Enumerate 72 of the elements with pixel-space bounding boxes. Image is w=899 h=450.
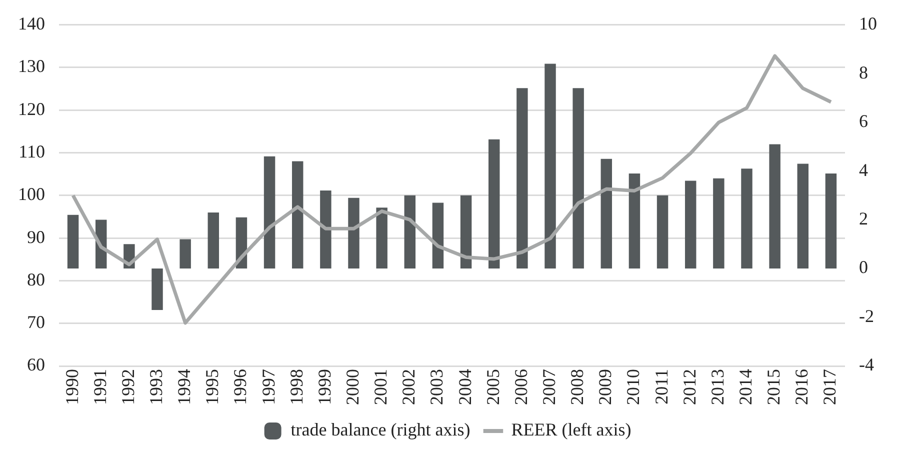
bar	[348, 198, 360, 269]
x-tick-label: 2009	[595, 369, 616, 405]
legend-label: REER (left axis)	[511, 420, 632, 440]
bar	[264, 156, 276, 269]
y2-tick-label: 6	[859, 111, 868, 132]
x-tick-label: 2017	[820, 369, 840, 405]
x-tick-label: 1993	[146, 369, 166, 405]
x-tick-label: 1995	[202, 369, 222, 405]
x-tick-label: 1997	[258, 369, 278, 405]
y-tick-label: 80	[27, 269, 45, 290]
x-tick-label: 2012	[679, 369, 700, 405]
y-tick-label: 110	[18, 141, 45, 162]
x-tick-label: 2006	[510, 369, 531, 405]
y-tick-label: 140	[18, 14, 45, 34]
y2-tick-label: -2	[859, 306, 874, 326]
bar	[320, 190, 332, 269]
y-tick-label: 120	[18, 98, 45, 119]
y-tick-label: 130	[18, 56, 45, 76]
y2-tick-label: -4	[859, 354, 874, 375]
x-tick-label: 2004	[454, 369, 475, 405]
y-tick-label: 60	[27, 354, 45, 375]
bar	[488, 139, 500, 269]
x-tick-label: 1998	[286, 369, 306, 405]
y2-tick-label: 4	[859, 160, 868, 180]
bar	[180, 239, 191, 269]
bar	[825, 173, 837, 269]
y-tick-label: 70	[27, 312, 45, 332]
bar	[152, 268, 163, 310]
bar	[376, 208, 388, 269]
x-tick-label: 2015	[764, 369, 784, 405]
bar	[684, 180, 696, 269]
x-tick-label: 1992	[118, 369, 138, 405]
bar	[460, 195, 472, 269]
bar	[628, 173, 640, 269]
x-tick-label: 2002	[398, 369, 419, 405]
x-tick-label: 2014	[735, 369, 756, 405]
x-tick-label: 1990	[62, 369, 82, 405]
y2-tick-label: 8	[859, 62, 868, 82]
y2-tick-label: 2	[859, 208, 868, 229]
bar	[741, 168, 752, 269]
legend-label: trade balance (right axis)	[290, 420, 470, 440]
x-tick-label: 2007	[538, 369, 559, 405]
x-tick-label: 1994	[174, 369, 194, 405]
x-tick-label: 2016	[792, 369, 812, 405]
x-tick-label: 2010	[623, 369, 644, 405]
bar	[544, 64, 556, 269]
x-tick-label: 2003	[426, 369, 447, 405]
x-tick-label: 1999	[314, 369, 334, 405]
bar	[797, 164, 809, 269]
x-tick-label: 2000	[342, 369, 362, 405]
x-tick-label: 1996	[230, 369, 250, 405]
y2-tick-label: 10	[859, 14, 877, 34]
y-tick-label: 90	[27, 226, 45, 247]
x-tick-label: 2005	[482, 369, 503, 405]
bar	[292, 161, 304, 269]
bar	[600, 158, 612, 269]
bar	[67, 214, 79, 269]
bar	[656, 195, 668, 269]
bar	[769, 144, 780, 269]
bar	[516, 88, 528, 269]
bar	[208, 212, 220, 269]
x-tick-label: 2001	[370, 369, 391, 405]
y2-tick-label: 0	[859, 257, 868, 278]
bar	[572, 88, 584, 269]
bar	[404, 195, 416, 269]
x-tick-label: 1991	[90, 369, 110, 405]
bar	[713, 178, 724, 269]
x-tick-label: 2011	[651, 369, 672, 404]
bar	[432, 202, 444, 269]
x-tick-label: 2008	[567, 369, 588, 405]
x-tick-label: 2013	[707, 369, 728, 405]
y-tick-label: 100	[18, 184, 45, 204]
